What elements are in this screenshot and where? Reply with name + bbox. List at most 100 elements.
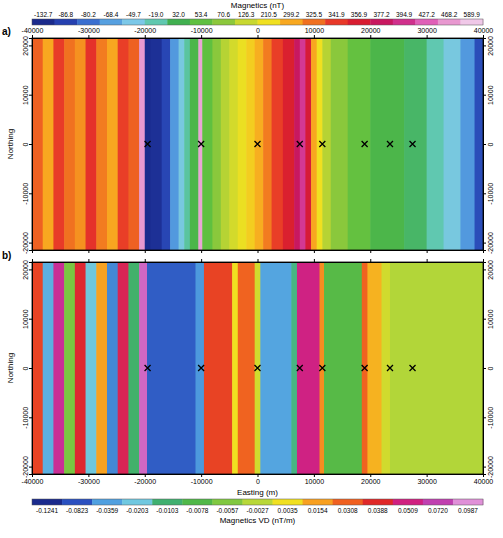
colorbar-box [32,499,62,505]
tick-label: -10000 [191,27,213,34]
tick-label: -20000 [134,478,156,485]
grid-column [128,38,139,250]
tick-label: 0 [487,366,494,370]
axis-line [29,263,33,475]
colorbar-label: 32.0 [172,11,185,18]
tick-label: 30000 [417,478,437,485]
grid-column [324,262,362,474]
tick-mark [483,144,486,145]
grid-column [460,38,475,250]
tick: 0 [22,142,32,146]
colorbar-label: -132.7 [34,11,53,18]
colorbar-label: 210.5 [261,11,278,18]
grid-column [263,38,272,250]
grid-column [221,38,230,250]
tick-mark [483,259,484,262]
tick [88,259,89,262]
tick-label: 10000 [305,27,325,34]
tick-mark [258,250,259,253]
colorbar-box [393,19,416,25]
tick-mark [29,417,32,418]
plot-area [32,262,483,474]
grid-column [96,262,107,474]
tick: 20000 [483,36,494,56]
x-axis-top: -40000-30000-20000-100000100002000030000… [22,27,494,39]
tick-mark [145,35,146,38]
tick-label: 40000 [474,27,494,34]
tick-mark [88,259,89,262]
grid-column [404,38,427,250]
colorbar-box [453,499,483,505]
grid-column [75,38,86,250]
tick [88,250,89,253]
tick: 20000 [483,260,494,280]
colorbar-label: 589.9 [464,11,481,18]
tick-label: 40000 [474,478,494,485]
station-marker [198,141,204,147]
tick: 0 [483,142,494,146]
plot-area [32,38,483,250]
tick-mark [483,243,486,244]
tick: -20000 [134,27,156,38]
tick-mark [29,45,32,46]
tick-mark [201,474,202,477]
grid-column [128,262,139,474]
grid-column [139,38,145,250]
grid-column [75,262,86,474]
tick-mark [201,35,202,38]
grid-column [305,38,311,250]
tick-label: -40000 [22,27,44,34]
grid-column [367,262,382,474]
y-axis-right: -20000-1000001000020000 [483,36,494,254]
tick-mark [427,250,428,253]
colorbar-label: 356.9 [351,11,368,18]
colorbar-label: 70.6 [217,11,230,18]
tick [483,259,484,262]
tick: 0 [256,474,260,485]
grid-column [283,38,295,250]
y-axis-right: -20000-1000001000020000 [483,260,494,478]
colorbar-title: Magnetics VD (nT/m) [220,516,296,525]
station-marker [410,141,416,147]
tick-label: 20000 [361,27,381,34]
tick: -10000 [483,407,494,429]
colorbar-box [438,19,461,25]
grid-column [212,38,221,250]
colorbar-frame [32,19,483,25]
colorbar-box [100,19,123,25]
grid-column [362,262,368,474]
tick-mark [427,259,428,262]
axis-line [29,39,33,251]
station-marker [362,365,368,371]
station-marker [198,365,204,371]
tick: 0 [22,366,32,370]
tick-label: -10000 [487,407,494,429]
colorbar-box [212,19,235,25]
colorbar-label: 427.2 [418,11,435,18]
tick: 20000 [22,36,32,56]
colorbar: -132.7-86.8-80.2-68.4-49.7-19.032.053.47… [32,11,483,25]
colorbar-box [92,499,122,505]
colorbar-label: 394.9 [396,11,413,18]
colorbar-box [122,499,152,505]
colorbar-box [273,499,303,505]
y-axis-left: -20000-1000001000020000 [22,260,33,478]
x-axis-bottom [33,250,484,253]
station-marker [297,141,303,147]
grid-column [255,262,261,474]
grid-column [255,38,264,250]
tick-label: 0 [256,27,260,34]
tick-mark [483,269,486,270]
tick-label: 20000 [487,36,494,56]
tick: -10000 [22,183,32,205]
colorbar-label: -0.0203 [126,507,148,514]
grid-column [348,38,371,250]
tick: 10000 [22,309,32,329]
tick-label: -10000 [22,183,29,205]
tick: 30000 [417,474,437,485]
colorbar-box [242,499,272,505]
tick-label: -20000 [487,232,494,254]
grid-column [370,38,404,250]
station-marker [387,365,393,371]
axis-line [484,39,487,251]
